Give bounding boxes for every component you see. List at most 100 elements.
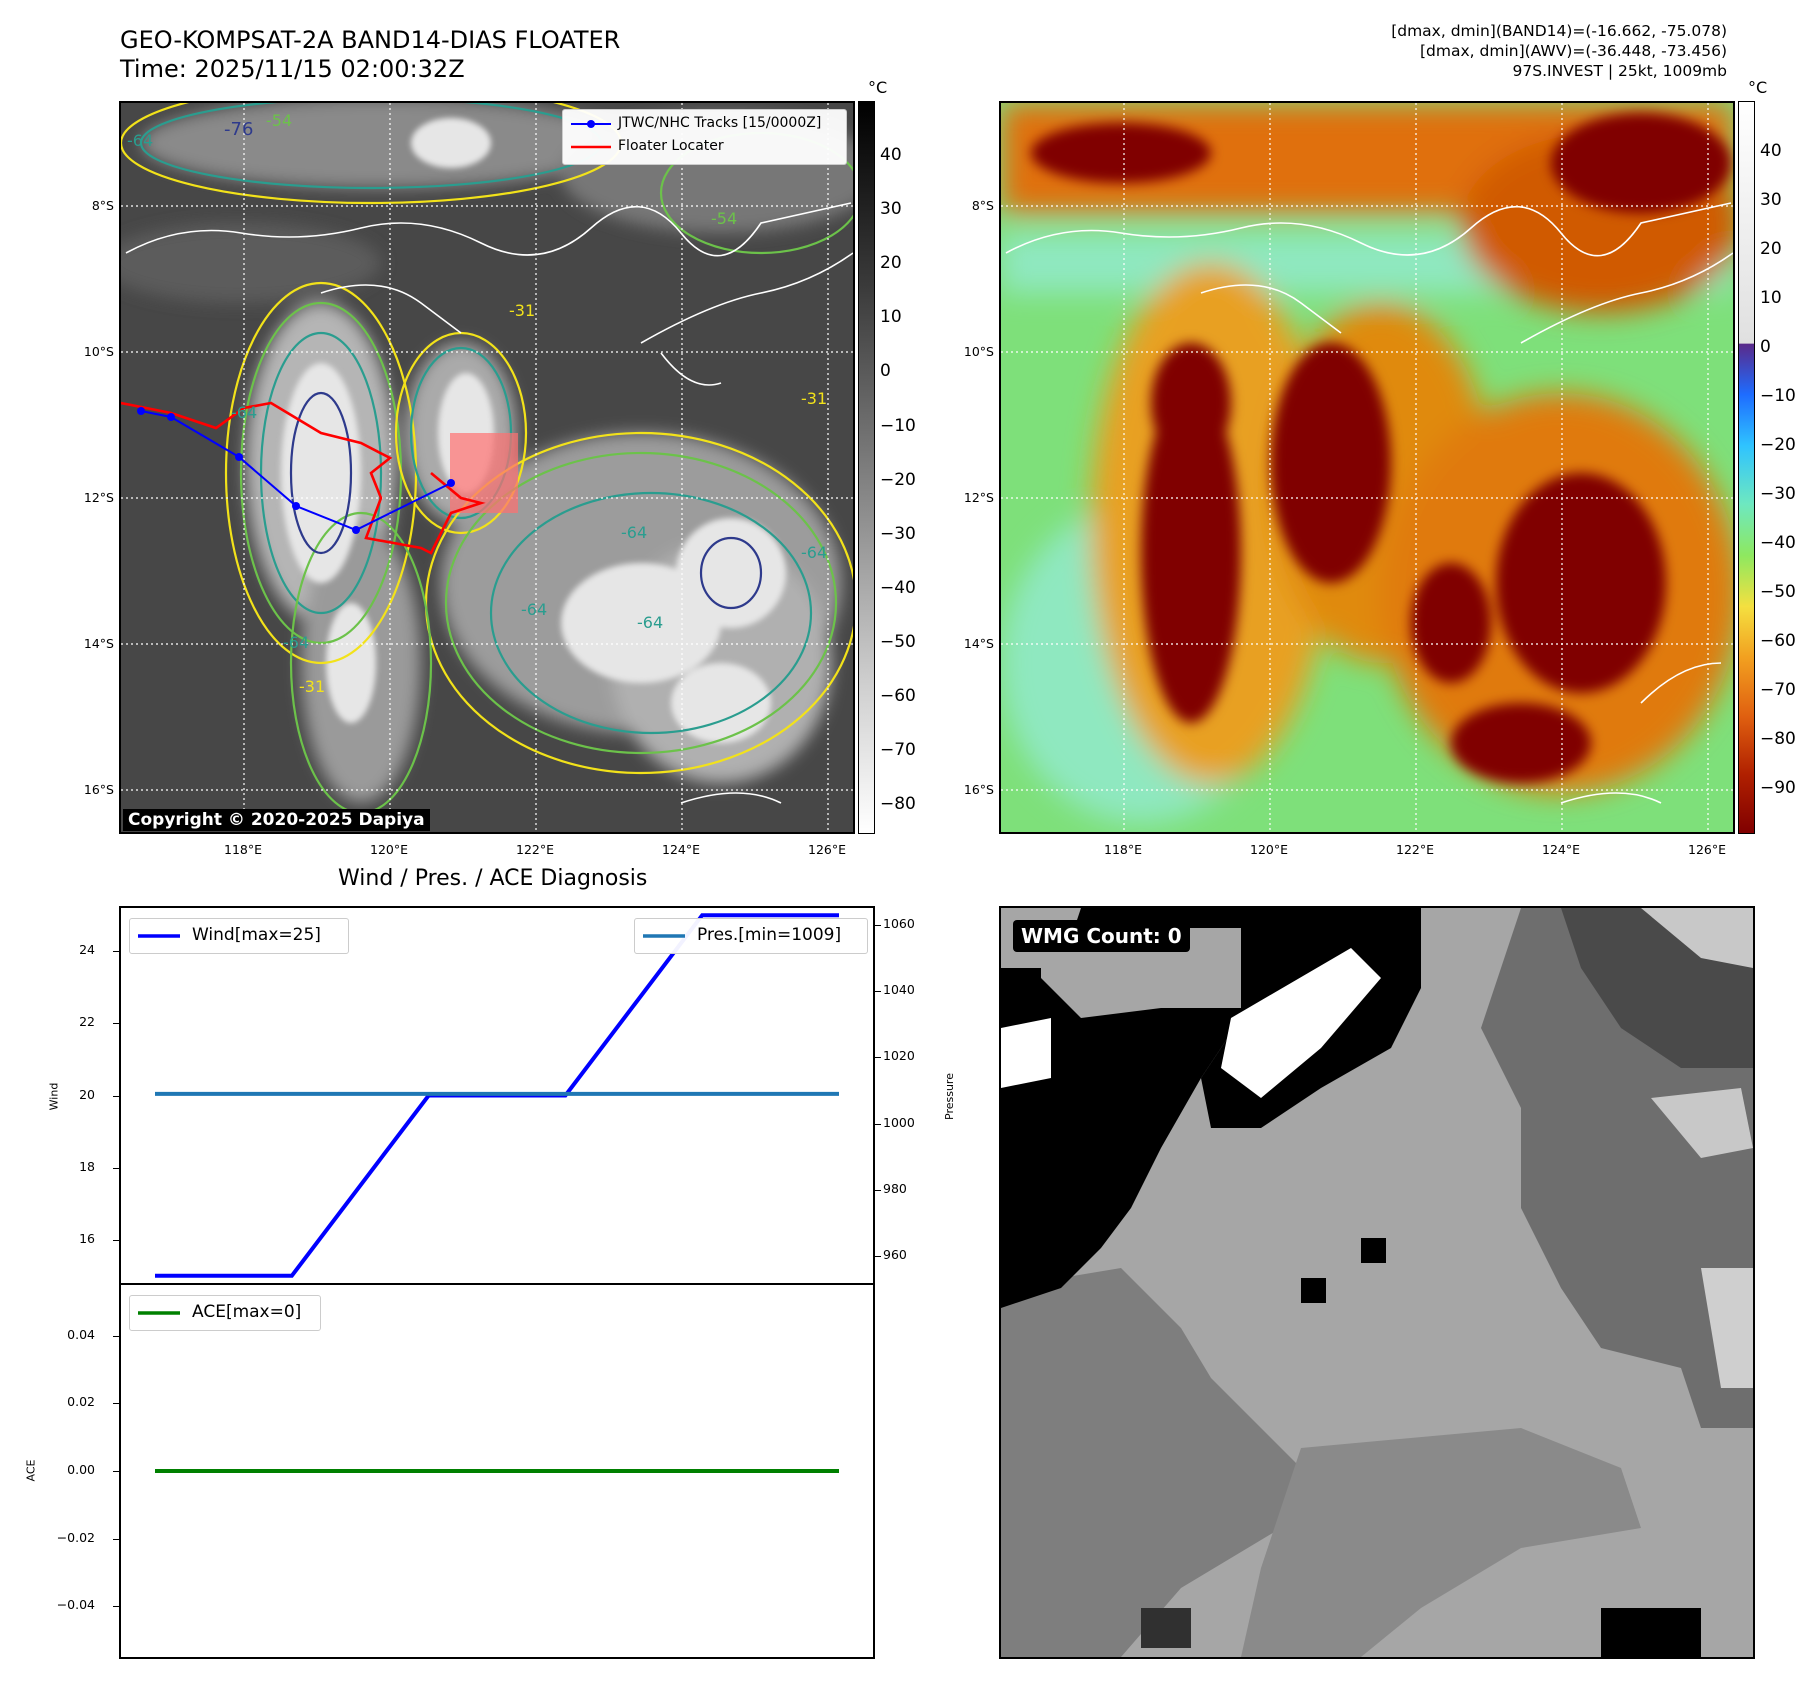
ir-colorbar-tick: −50 xyxy=(880,631,916,652)
awv-colorbar-tick: −40 xyxy=(1760,533,1796,553)
copyright-label: Copyright © 2020-2025 Dapiya xyxy=(123,809,430,831)
ace-svg xyxy=(155,1469,839,1473)
track-legend-icon xyxy=(571,120,611,128)
wind-legend-label: Wind[max=25] xyxy=(192,925,321,945)
ace-legend-icon xyxy=(138,1311,180,1315)
ace-tick-mark xyxy=(113,1606,119,1608)
awv-image-panel xyxy=(999,101,1735,834)
jtwc-track-points xyxy=(137,407,455,534)
pressure-tick-mark xyxy=(875,1057,881,1059)
awv-range: [dmax, dmin](AWV)=(-36.448, -73.456) xyxy=(1420,42,1727,60)
band14-range: [dmax, dmin](BAND14)=(-16.662, -75.078) xyxy=(1391,22,1727,40)
contour-label: -64 xyxy=(521,600,548,619)
ir-colorbar-tick: 20 xyxy=(880,253,902,274)
ir-image-panel: -54 -76 -64 -31 -54 -64 -31 -64 -64 -64 … xyxy=(119,101,855,834)
wind-tick-mark xyxy=(113,1167,119,1169)
lon-tick: 120°E xyxy=(1250,842,1289,857)
pressure-y-tick: 1060 xyxy=(883,915,915,931)
wind-y-tick: 20 xyxy=(79,1086,95,1102)
ace-y-tick: 0.00 xyxy=(67,1462,95,1477)
awv-colorbar-unit: °C xyxy=(1748,78,1768,97)
pressure-tick-mark xyxy=(875,990,881,992)
pressure-tick-mark xyxy=(875,1123,881,1125)
contour-label: -64 xyxy=(127,131,154,150)
ace-y-tick: −0.02 xyxy=(56,1529,95,1545)
awv-colorbar-tick: −70 xyxy=(1760,680,1796,700)
contour-label: -76 xyxy=(224,119,254,140)
lat-tick: 10°S xyxy=(963,344,994,359)
pressure-legend: Pres.[min=1009] xyxy=(634,918,868,954)
ace-tick-mark xyxy=(113,1403,119,1405)
lon-tick: 126°E xyxy=(1688,842,1727,857)
lat-tick: 16°S xyxy=(963,782,994,797)
pressure-y-tick: 960 xyxy=(883,1247,907,1263)
wind-y-tick: 24 xyxy=(79,942,95,958)
ir-legend: JTWC/NHC Tracks [15/0000Z] Floater Locat… xyxy=(562,109,847,165)
ir-colorbar-tick: −30 xyxy=(880,523,916,544)
lon-tick: 126°E xyxy=(808,842,847,857)
pressure-tick-mark xyxy=(875,1256,881,1258)
awv-colorbar-tick: 0 xyxy=(1760,337,1771,357)
pressure-legend-icon xyxy=(643,934,685,938)
wmg-imagery xyxy=(1001,908,1753,1657)
ace-tick-mark xyxy=(113,1538,119,1540)
lon-tick: 124°E xyxy=(662,842,701,857)
lat-tick: 8°S xyxy=(91,198,114,213)
lat-tick: 8°S xyxy=(971,198,994,213)
contour-label: -64 xyxy=(621,523,648,542)
contour-label: -31 xyxy=(509,301,536,320)
wind-y-tick: 18 xyxy=(79,1158,95,1174)
contour-label: -54 xyxy=(711,209,738,228)
awv-colorbar-tick: −50 xyxy=(1760,582,1796,602)
awv-colorbar xyxy=(1738,101,1755,834)
lat-tick: 12°S xyxy=(963,490,994,505)
pressure-legend-label: Pres.[min=1009] xyxy=(697,925,842,945)
ace-y-tick: 0.02 xyxy=(67,1394,95,1410)
ir-colorbar-tick: 0 xyxy=(880,361,891,382)
awv-imagery xyxy=(1001,103,1733,832)
lat-tick: 16°S xyxy=(83,782,114,797)
awv-colorbar-tick: −20 xyxy=(1760,435,1796,455)
wind-tick-mark xyxy=(113,1239,119,1241)
awv-colorbar-tick: −30 xyxy=(1760,484,1796,504)
ace-legend-label: ACE[max=0] xyxy=(192,1302,302,1322)
lon-tick: 124°E xyxy=(1542,842,1581,857)
wind-legend: Wind[max=25] xyxy=(129,918,349,954)
floater-legend-icon xyxy=(571,145,611,149)
lon-tick: 118°E xyxy=(224,842,263,857)
jtwc-track-line xyxy=(140,410,452,532)
ace-tick-mark xyxy=(113,1471,119,1472)
awv-colorbar-tick: −10 xyxy=(1760,386,1796,406)
awv-colorbar-tick: 40 xyxy=(1760,141,1782,161)
wind-tick-mark xyxy=(113,951,119,953)
pressure-axis-label: Pressure xyxy=(942,1073,956,1120)
legend-floater-label: Floater Locater xyxy=(618,138,724,154)
wind-pressure-plot: Wind[max=25] Pres.[min=1009] xyxy=(119,906,875,1285)
contour-label: -54 xyxy=(266,111,293,130)
contour-label: -31 xyxy=(299,677,326,696)
ir-colorbar xyxy=(858,101,875,834)
ir-colorbar-tick: 40 xyxy=(880,145,902,165)
wind-y-tick: 22 xyxy=(79,1014,95,1030)
awv-colorbar-tick: 30 xyxy=(1760,190,1782,210)
pressure-tick-mark xyxy=(875,1190,881,1192)
contour-label: -64 xyxy=(283,633,310,652)
floater-box xyxy=(450,433,518,513)
ace-plot: ACE[max=0] xyxy=(119,1283,875,1659)
wind-y-tick: 16 xyxy=(79,1230,95,1246)
awv-colorbar-tick: −80 xyxy=(1760,729,1796,749)
ir-colorbar-tick: −20 xyxy=(880,469,916,490)
wmg-panel: WMG Count: 0 xyxy=(999,906,1755,1659)
ace-y-tick: −0.04 xyxy=(56,1597,95,1613)
diagnosis-title: Wind / Pres. / ACE Diagnosis xyxy=(338,866,648,891)
pressure-y-tick: 980 xyxy=(883,1181,907,1197)
awv-colorbar-tick: 20 xyxy=(1760,239,1782,259)
ir-colorbar-tick: 10 xyxy=(880,307,902,328)
ir-imagery xyxy=(121,103,853,832)
legend-track-label: JTWC/NHC Tracks [15/0000Z] xyxy=(618,115,822,131)
floater-locater-line xyxy=(121,401,486,555)
storm-info: 97S.INVEST | 25kt, 1009mb xyxy=(1512,62,1727,80)
ir-colorbar-tick: 30 xyxy=(880,199,902,220)
ir-colorbar-unit: °C xyxy=(868,78,888,97)
wmg-count-label: WMG Count: 0 xyxy=(1013,920,1190,952)
